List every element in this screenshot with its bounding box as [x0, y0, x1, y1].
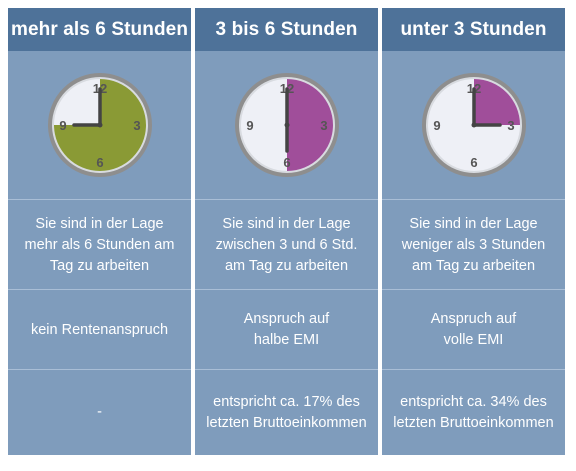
- clock-label: 3: [133, 118, 140, 133]
- clock-label: 9: [433, 118, 440, 133]
- clock-icon: 12369: [421, 73, 526, 177]
- clock-label: 3: [320, 118, 327, 133]
- work-capacity-description: Sie sind in der Lage zwischen 3 und 6 St…: [195, 199, 378, 290]
- clock-label: 9: [59, 118, 66, 133]
- clock-icon: 12369: [234, 73, 339, 177]
- clock-center: [97, 122, 102, 128]
- clock-cell: 12369: [382, 51, 565, 199]
- income-equivalent: entspricht ca. 34% des letzten Bruttoein…: [382, 369, 565, 455]
- clock-icon: 12369: [47, 73, 152, 177]
- column-more-than-6-hours: mehr als 6 Stunden 12369 Sie sind in der…: [8, 8, 191, 455]
- clock-cell: 12369: [8, 51, 191, 199]
- clock-center: [284, 122, 289, 128]
- column-3-to-6-hours: 3 bis 6 Stunden 12369 Sie sind in der La…: [195, 8, 378, 455]
- clock-label: 6: [470, 155, 477, 170]
- column-header: unter 3 Stunden: [382, 8, 565, 51]
- column-under-3-hours: unter 3 Stunden 12369 Sie sind in der La…: [382, 8, 565, 455]
- clock-label: 9: [246, 118, 253, 133]
- column-header: mehr als 6 Stunden: [8, 8, 191, 51]
- clock-cell: 12369: [195, 51, 378, 199]
- pension-claim: kein Rentenanspruch: [8, 289, 191, 370]
- pension-claim: Anspruch auf volle EMI: [382, 289, 565, 370]
- clock-center: [471, 122, 476, 128]
- column-header: 3 bis 6 Stunden: [195, 8, 378, 51]
- work-capacity-description: Sie sind in der Lage weniger als 3 Stund…: [382, 199, 565, 290]
- pension-claim: Anspruch auf halbe EMI: [195, 289, 378, 370]
- work-capacity-description: Sie sind in der Lage mehr als 6 Stunden …: [8, 199, 191, 290]
- clock-label: 3: [507, 118, 514, 133]
- clock-sector: [473, 79, 520, 125]
- income-equivalent: entspricht ca. 17% des letzten Bruttoein…: [195, 369, 378, 455]
- income-equivalent: -: [8, 369, 191, 455]
- clock-label: 6: [283, 155, 290, 170]
- clock-sector: [286, 79, 333, 171]
- clock-label: 6: [96, 155, 103, 170]
